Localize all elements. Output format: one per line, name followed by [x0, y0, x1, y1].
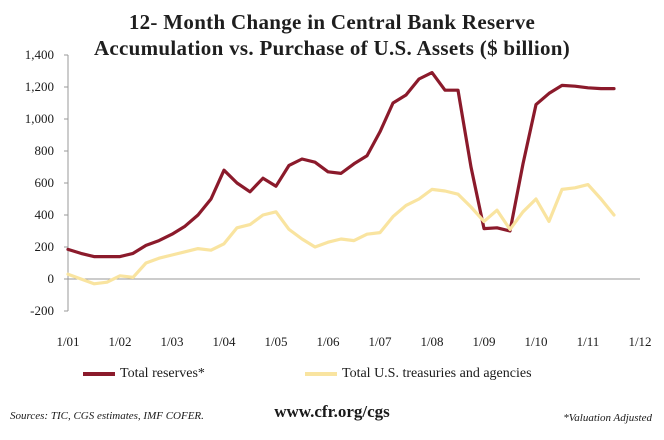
x-tick-label: 1/07 [368, 334, 392, 349]
x-tick-label: 1/05 [264, 334, 287, 349]
y-tick-label: 400 [35, 207, 55, 222]
legend-us-assets: Total U.S. treasuries and agencies [305, 366, 532, 382]
legend-reserves: Total reserves* [83, 366, 205, 382]
legend-swatch-reserves [83, 372, 115, 376]
y-tick-label: 200 [35, 239, 55, 254]
sources-note: Sources: TIC, CGS estimates, IMF COFER. [10, 410, 204, 422]
y-tick-label: 0 [48, 271, 55, 286]
y-tick-label: 1,000 [25, 111, 54, 126]
x-tick-label: 1/03 [160, 334, 183, 349]
x-tick-label: 1/06 [316, 334, 340, 349]
x-tick-label: 1/08 [420, 334, 443, 349]
y-tick-label: 1,400 [25, 47, 54, 62]
x-tick-label: 1/11 [577, 334, 600, 349]
x-tick-label: 1/12 [628, 334, 651, 349]
valuation-note: *Valuation Adjusted [563, 412, 652, 424]
x-tick-label: 1/10 [524, 334, 547, 349]
legend-label-reserves: Total reserves* [120, 366, 205, 381]
x-tick-label: 1/04 [212, 334, 236, 349]
website-link[interactable]: www.cfr.org/cgs [274, 402, 390, 421]
chart-title-line1: 12- Month Change in Central Bank Reserve [128, 10, 536, 34]
x-tick-label: 1/02 [108, 334, 131, 349]
y-tick-label: 800 [35, 143, 55, 158]
series-line-us-assets [66, 183, 616, 286]
x-tick-label: 1/09 [472, 334, 495, 349]
series-line-reserves [66, 70, 616, 259]
legend-swatch-us-assets [305, 372, 337, 376]
y-tick-label: 600 [35, 175, 55, 190]
x-tick-label: 1/01 [56, 334, 79, 349]
chart-title-line2: Accumulation vs. Purchase of U.S. Assets… [93, 36, 571, 60]
y-tick-label: -200 [30, 303, 54, 318]
legend-label-us-assets: Total U.S. treasuries and agencies [342, 366, 532, 381]
y-tick-label: 1,200 [25, 79, 54, 94]
